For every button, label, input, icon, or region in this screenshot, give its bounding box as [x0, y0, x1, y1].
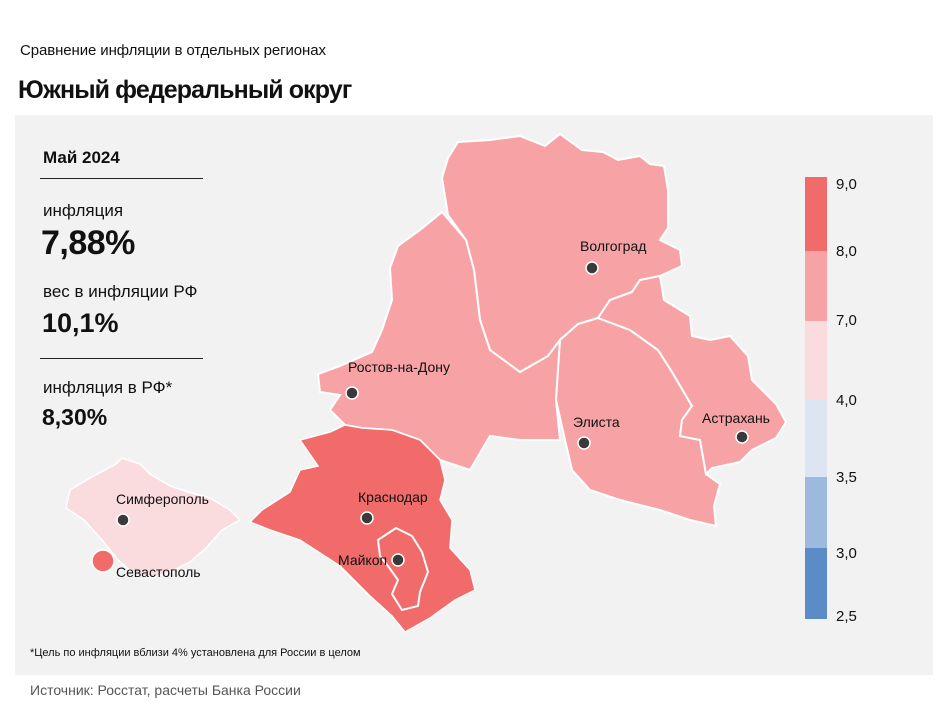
region-sevastopol[interactable]: [91, 549, 115, 573]
city-label: Майкоп: [338, 552, 387, 568]
city-label: Ростов-на-Дону: [348, 359, 450, 375]
rf-inflation-value: 8,30%: [42, 404, 108, 430]
city-dot: [735, 430, 749, 444]
city-volgograd[interactable]: Волгоград: [580, 238, 646, 275]
city-dot: [391, 553, 405, 567]
scale-label: 4,0: [836, 392, 857, 409]
region-krasnodar[interactable]: [248, 424, 476, 633]
footnote: *Цель по инфляции вблизи 4% установлена …: [30, 647, 361, 659]
city-label: Волгоград: [580, 238, 646, 254]
city-maykop[interactable]: Майкоп: [338, 552, 405, 568]
city-label: Краснодар: [358, 489, 428, 505]
scale-label: 9,0: [836, 176, 857, 193]
scale-bin-3: [805, 321, 827, 400]
city-dot: [585, 261, 599, 275]
scale-label: 8,0: [836, 243, 857, 260]
city-dot: [577, 436, 591, 450]
color-scale: 9,0 8,0 7,0 4,0 3,5 3,0 2,5: [805, 176, 857, 625]
scale-bin-6: [805, 548, 827, 619]
source-note: Источник: Росстат, расчеты Банка России: [30, 682, 301, 698]
page-title: Южный федеральный округ: [18, 76, 352, 104]
weight-value: 10,1%: [42, 308, 119, 338]
subtitle: Сравнение инфляции в отдельных регионах: [20, 42, 326, 59]
city-label: Симферополь: [116, 491, 209, 507]
divider-top: [40, 178, 203, 179]
city-krasnodar[interactable]: Краснодар: [358, 489, 428, 525]
city-dot: [360, 511, 374, 525]
city-astrakhan[interactable]: Астрахань: [702, 410, 770, 444]
scale-label: 7,0: [836, 312, 857, 329]
scale-label: 3,5: [836, 469, 857, 486]
scale-label: 2,5: [836, 608, 857, 625]
city-rostov[interactable]: Ростов-на-Дону: [345, 359, 450, 400]
city-dot: [116, 513, 130, 527]
city-dot: [345, 386, 359, 400]
scale-bin-4: [805, 400, 827, 477]
region-crimea[interactable]: [65, 457, 242, 579]
region-astrakhan[interactable]: [596, 274, 788, 477]
weight-label: вес в инфляции РФ: [43, 282, 198, 301]
scale-bin-5: [805, 477, 827, 548]
city-label: Астрахань: [702, 410, 770, 426]
city-elista[interactable]: Элиста: [573, 414, 620, 450]
region-adygea[interactable]: [376, 526, 430, 612]
scale-bin-1: [805, 177, 827, 251]
city-label: Севастополь: [116, 564, 201, 580]
city-sevastopol[interactable]: Севастополь: [116, 564, 201, 580]
scale-label: 3,0: [836, 545, 857, 562]
scale-bin-2: [805, 251, 827, 321]
inflation-label: инфляция: [43, 201, 124, 220]
city-label: Элиста: [573, 414, 620, 430]
period-label: Май 2024: [43, 148, 120, 167]
region-group-mid: [316, 132, 788, 528]
divider-bottom: [40, 358, 203, 359]
rf-inflation-label: инфляция в РФ*: [43, 378, 173, 397]
inflation-value: 7,88%: [41, 224, 135, 262]
city-simferopol[interactable]: Симферополь: [116, 491, 209, 527]
